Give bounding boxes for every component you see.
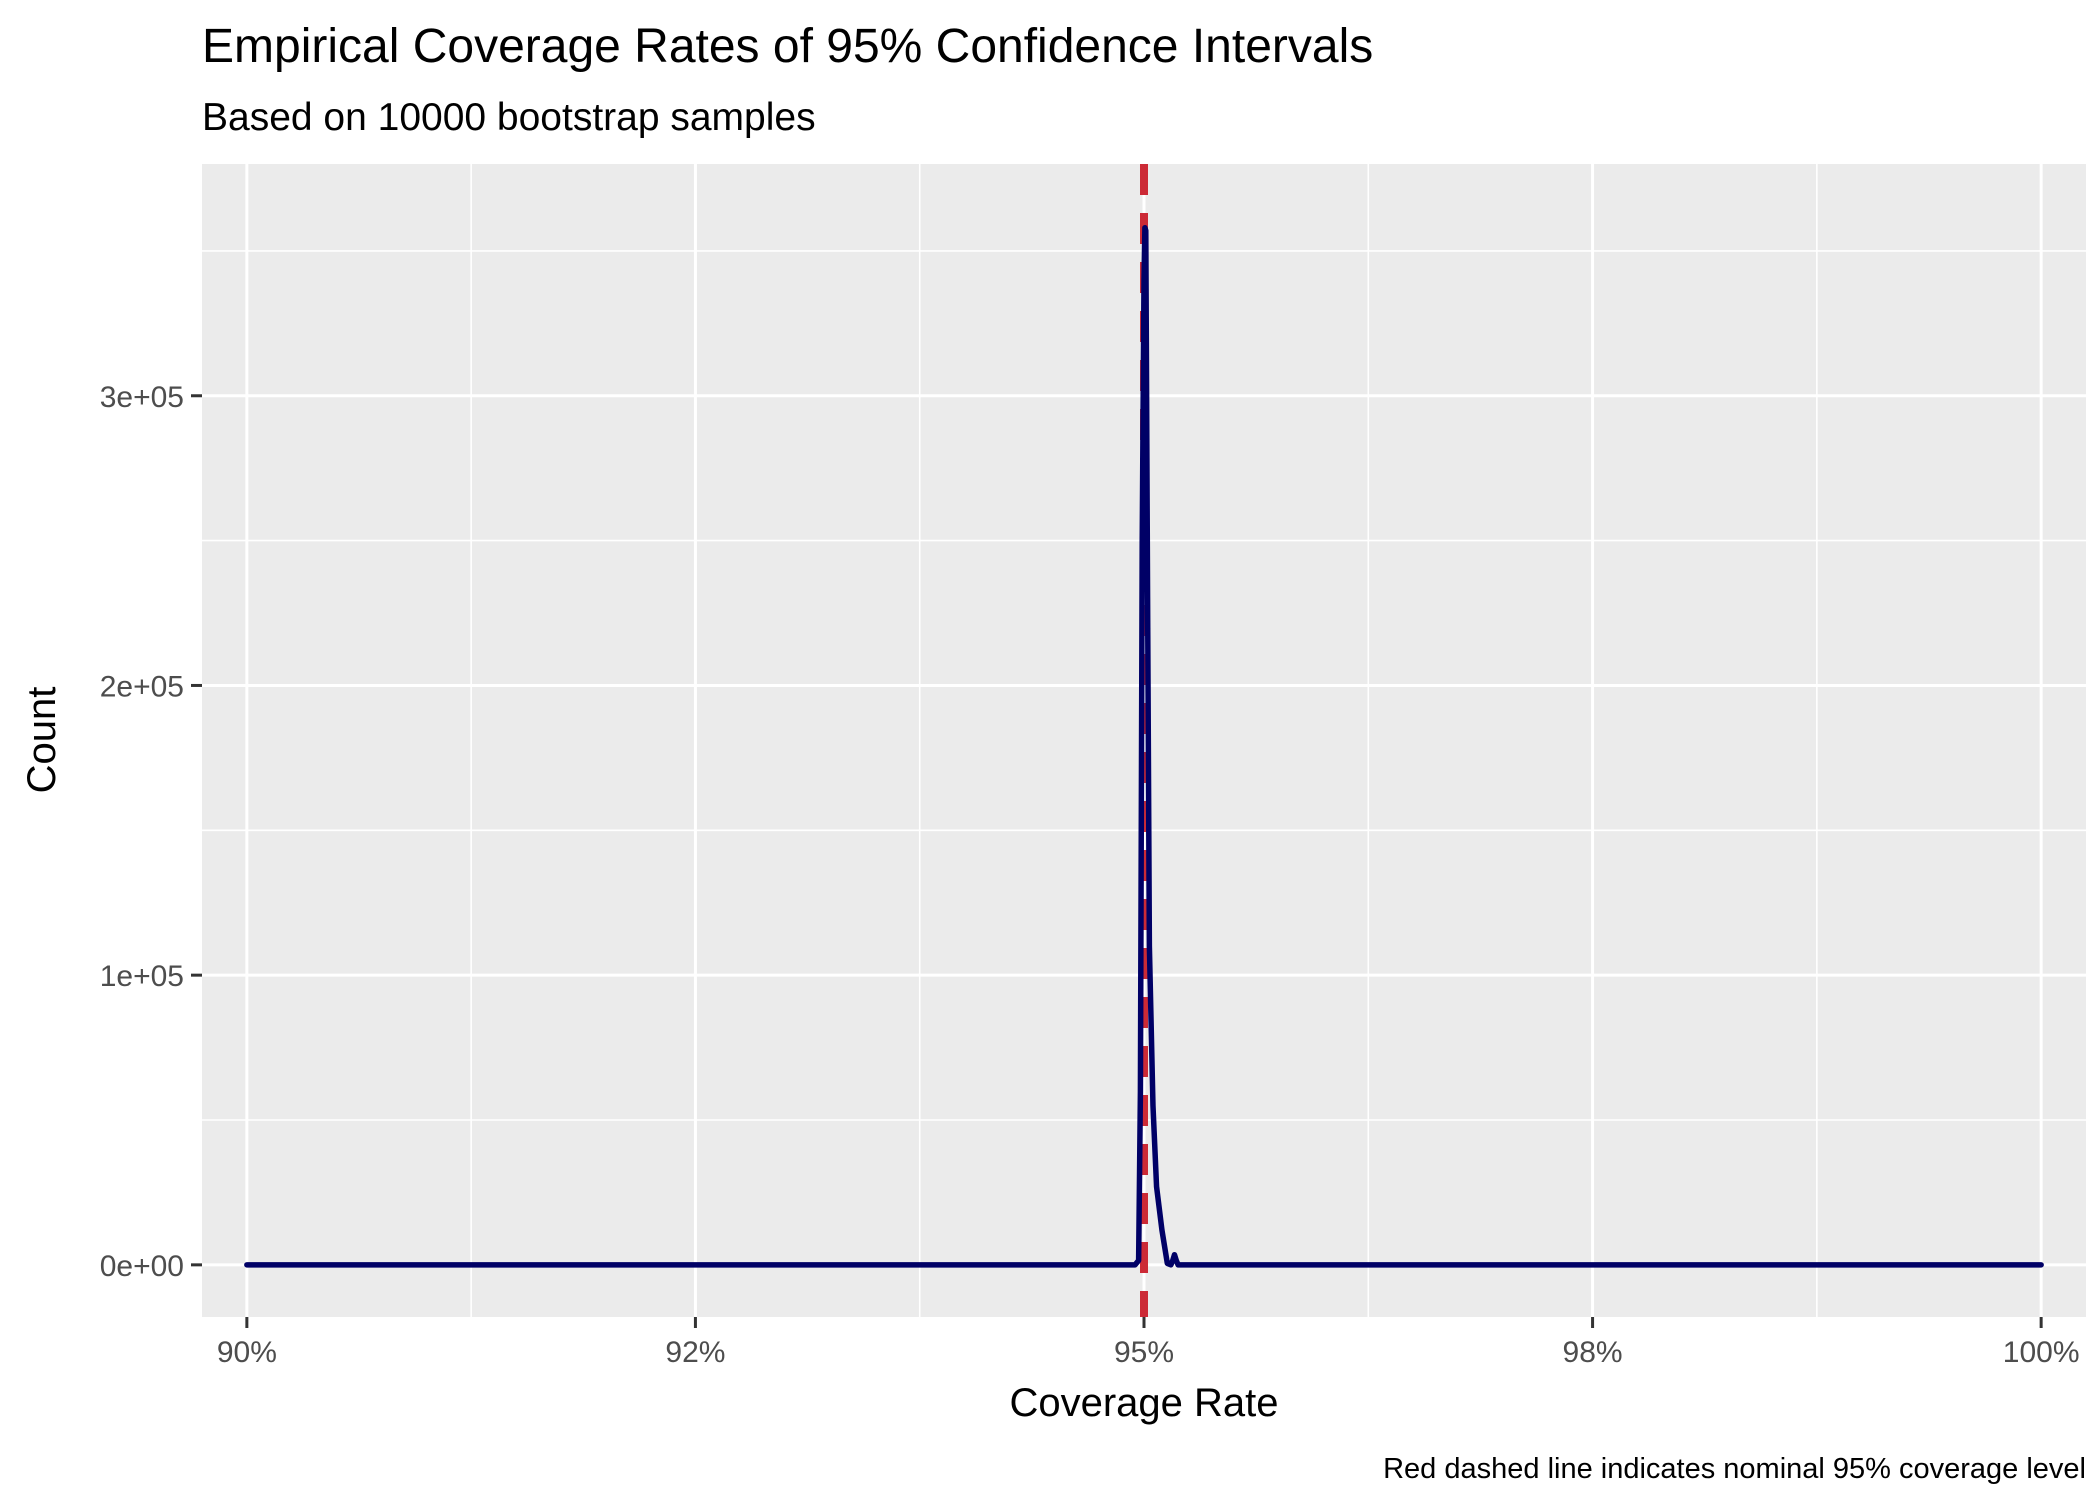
x-axis: 90% 92% 95% 98% 100% xyxy=(217,1317,2080,1369)
series-group xyxy=(244,224,2044,1268)
y-tick-label: 1e+05 xyxy=(100,960,184,993)
series-line xyxy=(244,224,2044,1268)
chart-caption: Red dashed line indicates nominal 95% co… xyxy=(1383,1453,2086,1485)
x-tick-label: 92% xyxy=(665,1336,725,1369)
y-axis: 0e+00 1e+05 2e+05 3e+05 xyxy=(100,381,202,1283)
x-tick-label: 95% xyxy=(1114,1336,1174,1369)
x-axis-title: Coverage Rate xyxy=(1009,1381,1278,1425)
chart-title: Empirical Coverage Rates of 95% Confiden… xyxy=(202,20,1373,73)
x-tick-label: 98% xyxy=(1563,1336,1623,1369)
chart-subtitle: Based on 10000 bootstrap samples xyxy=(202,96,816,139)
x-tick-label: 90% xyxy=(217,1336,277,1369)
y-tick-label: 2e+05 xyxy=(100,670,184,703)
x-tick-label: 100% xyxy=(2003,1336,2080,1369)
y-tick-label: 3e+05 xyxy=(100,381,184,414)
y-axis-title: Count xyxy=(20,687,64,794)
y-tick-label: 0e+00 xyxy=(100,1250,184,1283)
